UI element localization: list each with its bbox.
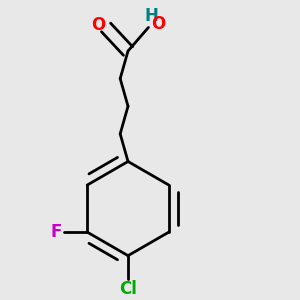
Text: O: O xyxy=(151,15,165,33)
Text: H: H xyxy=(144,7,158,25)
Text: O: O xyxy=(91,16,105,34)
Text: Cl: Cl xyxy=(119,280,137,298)
Text: F: F xyxy=(50,223,61,241)
